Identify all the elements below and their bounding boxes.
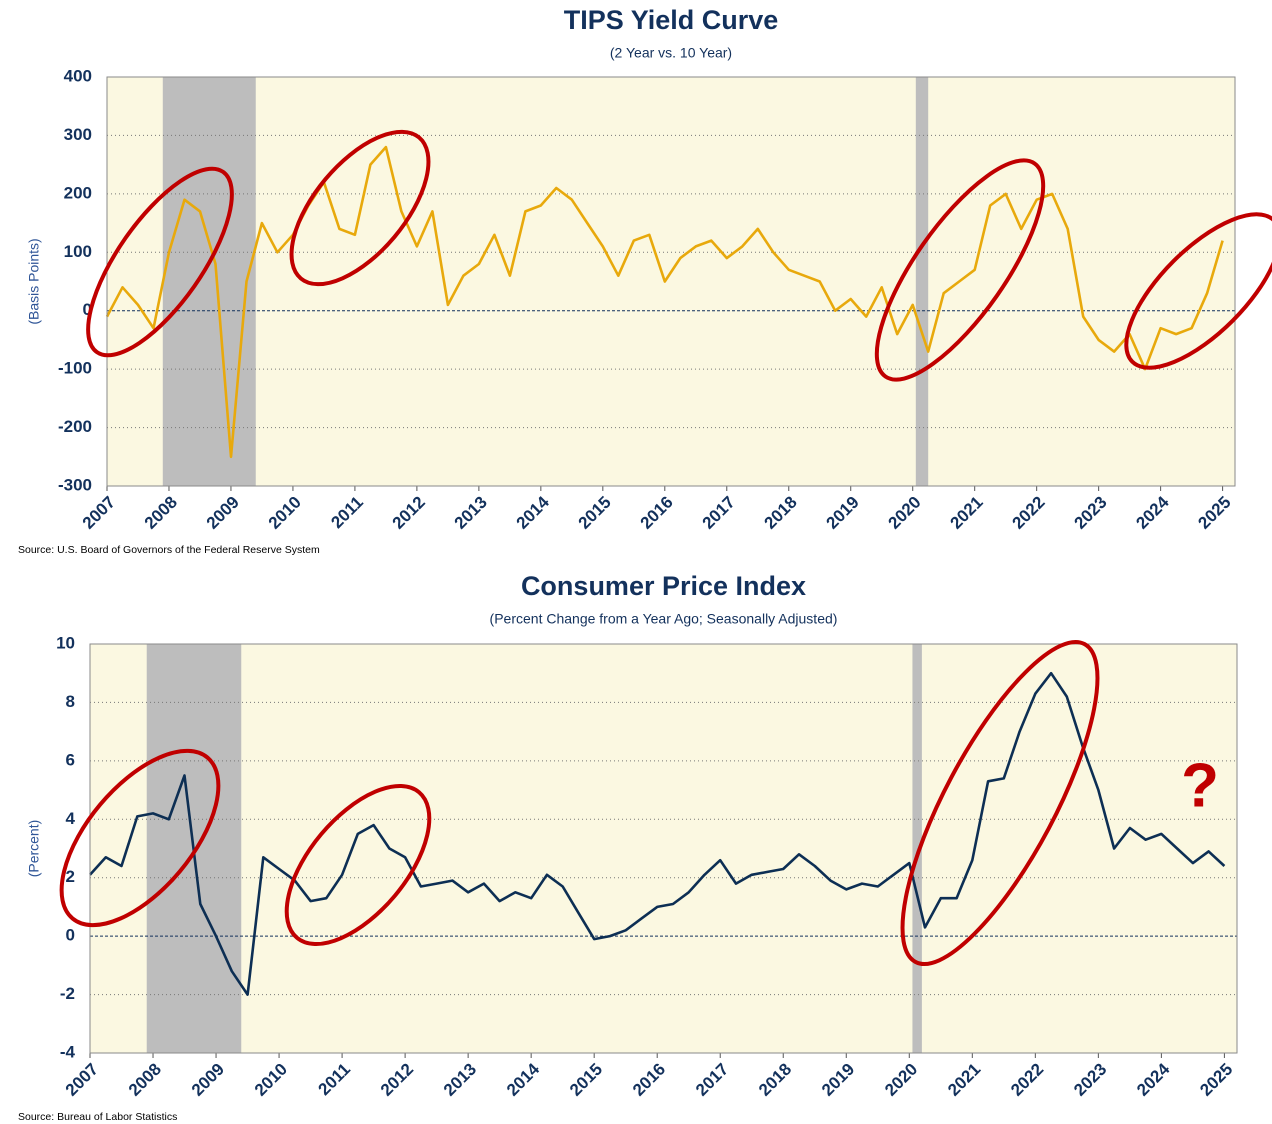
y-tick-label: 6: [66, 750, 75, 769]
highlight-ellipse: [86, 166, 234, 358]
x-tick-label: 2020: [881, 1060, 921, 1100]
plot-border: [89, 643, 1238, 1054]
x-tick-label: 2014: [513, 492, 554, 533]
x-tick-label: 2014: [503, 1059, 544, 1100]
x-tick-label: 2025: [1194, 493, 1234, 533]
x-tick-label: 2016: [629, 1060, 669, 1100]
highlight-ellipse: [289, 129, 431, 287]
x-tick-label: 2024: [1132, 492, 1173, 533]
chart-subtitle: (Percent Change from a Year Ago; Seasona…: [490, 611, 838, 627]
y-axis-label: (Basis Points): [26, 238, 42, 324]
highlight-ellipse: [900, 639, 1100, 967]
x-tick-label: 2010: [265, 493, 305, 533]
y-tick-label: 10: [56, 633, 75, 652]
recession-band: [915, 77, 929, 486]
y-tick-label: 8: [66, 692, 75, 711]
y-tick-label: 0: [66, 926, 75, 945]
x-tick-label: 2012: [389, 493, 429, 533]
x-tick-label: 2017: [699, 493, 739, 533]
x-tick-label: 2009: [188, 1060, 228, 1100]
chart-title: Consumer Price Index: [521, 571, 806, 601]
y-tick-label: 200: [64, 183, 92, 202]
highlight-ellipse: [284, 783, 432, 947]
x-tick-label: 2011: [327, 493, 367, 533]
x-tick-label: 2008: [141, 493, 181, 533]
x-tick-label: 2009: [203, 493, 243, 533]
recession-band: [162, 77, 256, 486]
y-tick-label: -4: [60, 1042, 76, 1061]
x-tick-label: 2016: [637, 493, 677, 533]
highlight-ellipse: [874, 158, 1046, 382]
plot-area: [90, 644, 1237, 1053]
x-tick-label: 2022: [1008, 493, 1048, 533]
x-tick-label: 2023: [1070, 1060, 1110, 1100]
x-tick-label: 2020: [885, 493, 925, 533]
y-tick-label: -300: [58, 475, 92, 494]
highlight-ellipse: [59, 748, 221, 928]
x-tick-label: 2018: [755, 1060, 795, 1100]
x-tick-label: 2019: [818, 1060, 858, 1100]
y-axis-label: (Percent): [26, 820, 42, 878]
highlight-circles: [59, 129, 1272, 967]
x-tick-label: 2007: [79, 493, 119, 533]
x-tick-label: 2021: [947, 493, 987, 533]
x-tick-label: 2024: [1133, 1059, 1174, 1100]
data-line: [89, 671, 1226, 996]
plot-border: [106, 76, 1236, 487]
highlight-ellipse: [1124, 212, 1272, 370]
x-tick-label: 2021: [944, 1060, 984, 1100]
y-tick-label: -200: [58, 417, 92, 436]
x-tick-label: 2013: [451, 493, 491, 533]
chart-title: TIPS Yield Curve: [564, 5, 779, 35]
x-tick-label: 2007: [62, 1060, 102, 1100]
y-tick-label: 400: [64, 66, 92, 85]
x-tick-label: 2019: [823, 493, 863, 533]
y-tick-label: -2: [60, 984, 75, 1003]
x-tick-label: 2013: [440, 1060, 480, 1100]
y-tick-label: -100: [58, 359, 92, 378]
x-tick-label: 2025: [1196, 1060, 1236, 1100]
x-tick-label: 2022: [1007, 1060, 1047, 1100]
x-tick-label: 2012: [377, 1060, 417, 1100]
chart-subtitle: (2 Year vs. 10 Year): [610, 45, 732, 61]
y-tick-label: 2: [66, 867, 75, 886]
source-note: Source: Bureau of Labor Statistics: [18, 1111, 177, 1123]
x-tick-label: 2008: [125, 1060, 165, 1100]
x-tick-label: 2010: [251, 1060, 291, 1100]
x-tick-label: 2015: [566, 1060, 606, 1100]
source-note: Source: U.S. Board of Governors of the F…: [18, 544, 320, 556]
x-tick-label: 2015: [575, 493, 615, 533]
y-tick-label: 300: [64, 125, 92, 144]
plot-area: [107, 77, 1235, 486]
x-tick-label: 2023: [1070, 493, 1110, 533]
y-tick-label: 100: [64, 242, 92, 261]
recession-band: [912, 644, 922, 1053]
x-tick-label: 2017: [692, 1060, 732, 1100]
y-tick-label: 4: [66, 809, 76, 828]
y-tick-label: 0: [83, 300, 92, 319]
x-tick-label: 2018: [761, 493, 801, 533]
x-tick-label: 2011: [315, 1060, 355, 1100]
annotation: ?: [1181, 751, 1219, 820]
